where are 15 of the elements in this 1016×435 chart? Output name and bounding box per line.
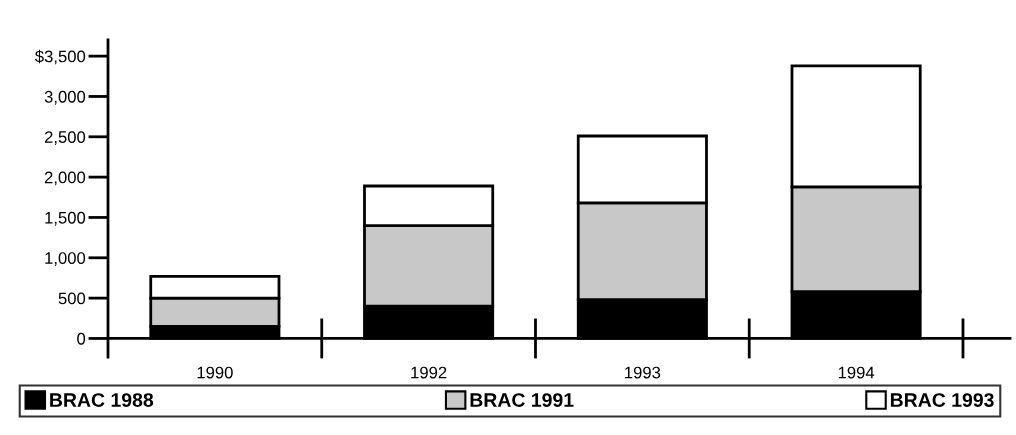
legend-label: BRAC 1993 (890, 393, 994, 407)
y-tick-label: 2,000 (44, 171, 86, 186)
legend-label: BRAC 1988 (50, 393, 154, 407)
x-tick-label: 1994 (838, 366, 875, 379)
y-tick-label: 0 (77, 332, 86, 345)
x-tick-label: 1990 (197, 366, 233, 379)
x-tick-label: 1993 (625, 366, 661, 379)
y-tick-label: 500 (58, 292, 86, 305)
y-tick-label: 2,500 (44, 131, 86, 145)
y-tick-label: 1,000 (45, 252, 86, 266)
y-tick-label: 1,500 (45, 211, 86, 226)
legend-label: BRAC 1991 (470, 393, 574, 407)
y-tick-label: 3,000 (44, 90, 86, 105)
y-tick-label: $3,500 (34, 49, 86, 65)
x-tick-label: 1992 (411, 366, 447, 379)
